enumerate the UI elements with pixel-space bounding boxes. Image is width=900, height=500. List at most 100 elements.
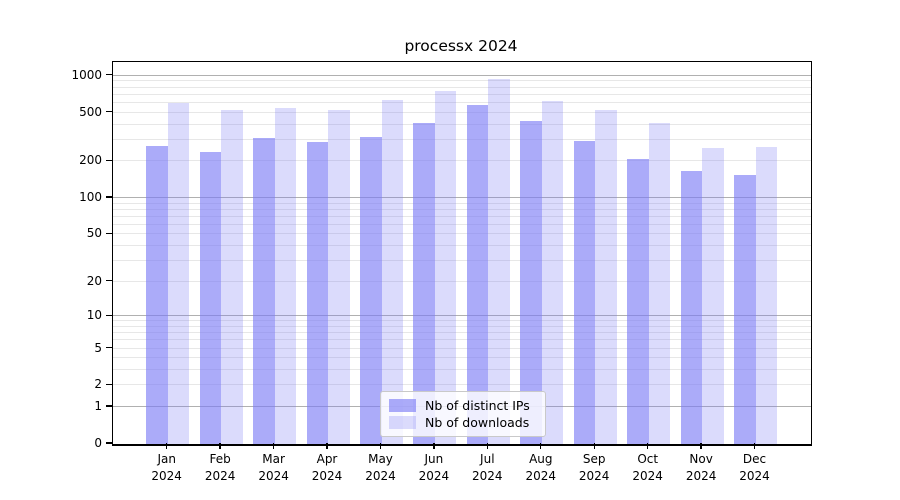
bar-downloads-oct xyxy=(648,122,671,444)
bar-downloads-dec xyxy=(755,147,777,444)
bar-downloads-jun xyxy=(434,91,457,444)
gridline-minor xyxy=(113,369,811,371)
gridline-minor xyxy=(113,233,811,235)
y-tick-mark xyxy=(106,405,112,407)
y-tick-label: 500 xyxy=(79,104,102,119)
bar-downloads-apr xyxy=(328,109,350,444)
gridline-minor xyxy=(113,123,811,125)
x-tick-label: Feb 2024 xyxy=(204,452,236,483)
bar-downloads-mar xyxy=(274,107,297,444)
y-tick-mark xyxy=(106,74,112,76)
gridline-minor xyxy=(113,208,811,210)
gridline-minor xyxy=(113,80,811,82)
gridline-minor xyxy=(113,138,811,140)
bar-ips-nov xyxy=(680,170,703,444)
gridline-minor xyxy=(113,111,811,113)
y-tick-mark xyxy=(106,442,112,444)
gridline-minor xyxy=(113,215,811,217)
gridline-minor xyxy=(113,93,811,95)
gridline-minor xyxy=(113,86,811,88)
y-tick-label: 10 xyxy=(86,308,102,323)
y-tick-label: 50 xyxy=(86,226,102,241)
gridline-minor xyxy=(113,347,811,349)
x-tick-label: May 2024 xyxy=(365,452,396,483)
chart-title: processx 2024 xyxy=(404,37,518,55)
y-tick-mark xyxy=(106,383,112,386)
gridline-minor xyxy=(113,325,811,327)
x-tick-label: Mar 2024 xyxy=(258,452,289,483)
bar-ips-feb xyxy=(199,152,222,444)
x-tick-label: Apr 2024 xyxy=(311,452,343,483)
gridline-minor xyxy=(113,223,811,225)
x-tick-mark xyxy=(166,443,168,449)
bar-ips-jun xyxy=(413,122,435,444)
x-tick-mark xyxy=(540,443,542,449)
x-tick-label: Nov 2024 xyxy=(685,452,717,483)
y-tick-label: 1000 xyxy=(71,67,102,82)
x-tick-label: Dec 2024 xyxy=(739,452,770,483)
x-tick-label: Aug 2024 xyxy=(525,452,557,483)
bar-ips-aug xyxy=(520,120,542,444)
y-tick-mark xyxy=(106,232,112,235)
gridline-major xyxy=(113,197,811,198)
x-tick-label: Jul 2024 xyxy=(472,452,503,483)
gridline-minor xyxy=(113,160,811,162)
bar-ips-may xyxy=(360,136,382,444)
bar-ips-oct xyxy=(627,158,649,444)
y-tick-mark xyxy=(106,111,112,113)
y-tick-mark xyxy=(106,280,112,282)
legend-swatch-distinct-ips xyxy=(389,399,416,412)
x-tick-mark xyxy=(700,443,702,449)
gridline-major xyxy=(113,315,811,317)
bar-ips-jan xyxy=(146,145,168,444)
plot-area xyxy=(112,61,812,446)
x-tick-label: Oct 2024 xyxy=(632,452,663,483)
x-tick-mark xyxy=(433,443,435,449)
x-tick-mark xyxy=(219,443,221,449)
y-tick-mark xyxy=(106,314,112,316)
legend-swatch-downloads xyxy=(389,416,416,429)
gridline-minor xyxy=(113,260,811,261)
bar-ips-mar xyxy=(253,138,275,444)
gridline-minor xyxy=(113,280,811,282)
bar-downloads-may xyxy=(381,99,403,444)
bar-ips-apr xyxy=(306,141,328,444)
gridline-minor xyxy=(113,320,811,322)
bar-downloads-jul xyxy=(488,79,510,444)
gridline-minor xyxy=(113,102,811,103)
y-tick-label: 1 xyxy=(94,399,102,414)
x-tick-mark xyxy=(379,443,382,449)
y-tick-label: 200 xyxy=(79,153,102,168)
legend: Nb of distinct IPs Nb of downloads xyxy=(380,391,546,437)
bar-downloads-aug xyxy=(541,100,564,444)
x-tick-mark xyxy=(647,443,649,449)
y-tick-label: 0 xyxy=(94,436,102,450)
bar-ips-jul xyxy=(466,104,489,444)
y-tick-mark xyxy=(106,159,112,161)
y-tick-label: 5 xyxy=(94,340,102,355)
x-tick-mark xyxy=(753,443,756,449)
gridline-minor xyxy=(113,357,811,359)
x-tick-mark xyxy=(593,443,595,449)
x-tick-label: Sep 2024 xyxy=(578,452,610,483)
x-tick-mark xyxy=(486,443,488,449)
legend-item-downloads: Nb of downloads xyxy=(389,414,537,431)
bar-downloads-jan xyxy=(167,103,190,444)
legend-item-distinct-ips: Nb of distinct IPs xyxy=(389,397,537,414)
legend-label-distinct-ips: Nb of distinct IPs xyxy=(425,398,530,413)
gridline-minor xyxy=(113,202,811,204)
bar-downloads-nov xyxy=(702,147,724,444)
y-tick-mark xyxy=(106,196,112,198)
y-tick-label: 2 xyxy=(94,377,102,392)
gridline-minor xyxy=(113,332,811,334)
gridline-minor xyxy=(113,339,811,341)
x-tick-label: Jan 2024 xyxy=(151,452,182,483)
gridline-minor xyxy=(113,245,811,247)
gridline-minor xyxy=(113,384,811,386)
y-tick-label: 20 xyxy=(86,273,102,288)
gridline-major xyxy=(113,74,811,76)
x-tick-label: Jun 2024 xyxy=(418,452,450,483)
bar-ips-sep xyxy=(573,140,596,444)
legend-label-downloads: Nb of downloads xyxy=(425,415,530,430)
